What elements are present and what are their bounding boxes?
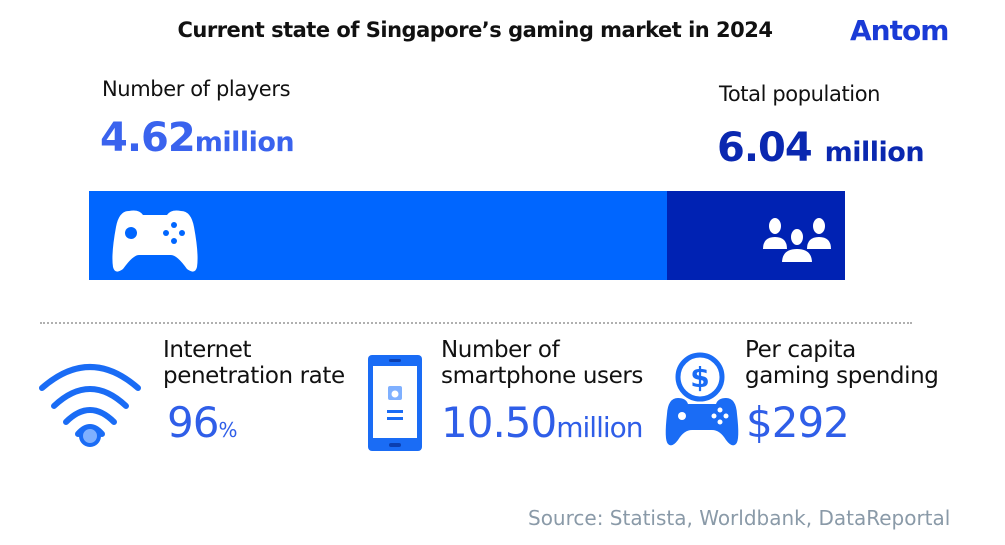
stat-number: 96 xyxy=(167,398,219,447)
stat-number: 10.50 xyxy=(441,398,557,447)
population-label: Total population xyxy=(719,82,881,106)
stat-unit: % xyxy=(218,418,237,442)
stat-number: $292 xyxy=(746,398,850,447)
stat-smartphone-value: 10.50million xyxy=(441,398,644,447)
population-bar xyxy=(667,191,845,280)
players-bar xyxy=(89,191,667,280)
stat-label-line: Number of xyxy=(441,337,560,363)
stat-spending-label: Per capita gaming spending xyxy=(745,337,939,389)
stat-smartphone-label: Number of smartphone users xyxy=(441,337,643,389)
players-label: Number of players xyxy=(102,77,291,101)
page-title: Current state of Singapore’s gaming mark… xyxy=(177,18,773,42)
population-value: 6.04 million xyxy=(717,125,925,171)
population-unit: million xyxy=(824,137,925,168)
players-unit: million xyxy=(194,127,295,158)
stat-spending-value: $292 xyxy=(746,398,850,447)
stat-unit: million xyxy=(556,411,643,444)
people-group-icon xyxy=(763,218,831,264)
source-note: Source: Statista, Worldbank, DataReporta… xyxy=(528,506,951,530)
wifi-icon xyxy=(39,364,141,447)
smartphone-icon xyxy=(368,355,422,451)
gamepad-icon xyxy=(112,210,198,272)
stat-internet-value: 96% xyxy=(167,398,237,447)
gamepad-dollar-icon: $ xyxy=(665,352,739,446)
stat-internet-label: Internet penetration rate xyxy=(163,337,345,389)
stat-label-line: gaming spending xyxy=(745,363,939,389)
population-number: 6.04 xyxy=(717,125,813,171)
players-number: 4.62 xyxy=(100,115,196,161)
players-value: 4.62million xyxy=(100,115,295,161)
stat-label-line: Internet xyxy=(163,337,252,363)
stat-label-line: smartphone users xyxy=(441,363,643,389)
antom-logo: Antom xyxy=(850,14,949,47)
stat-label-line: Per capita xyxy=(745,337,856,363)
stat-label-line: penetration rate xyxy=(163,363,345,389)
svg-text:$: $ xyxy=(690,361,709,394)
divider xyxy=(40,322,912,324)
